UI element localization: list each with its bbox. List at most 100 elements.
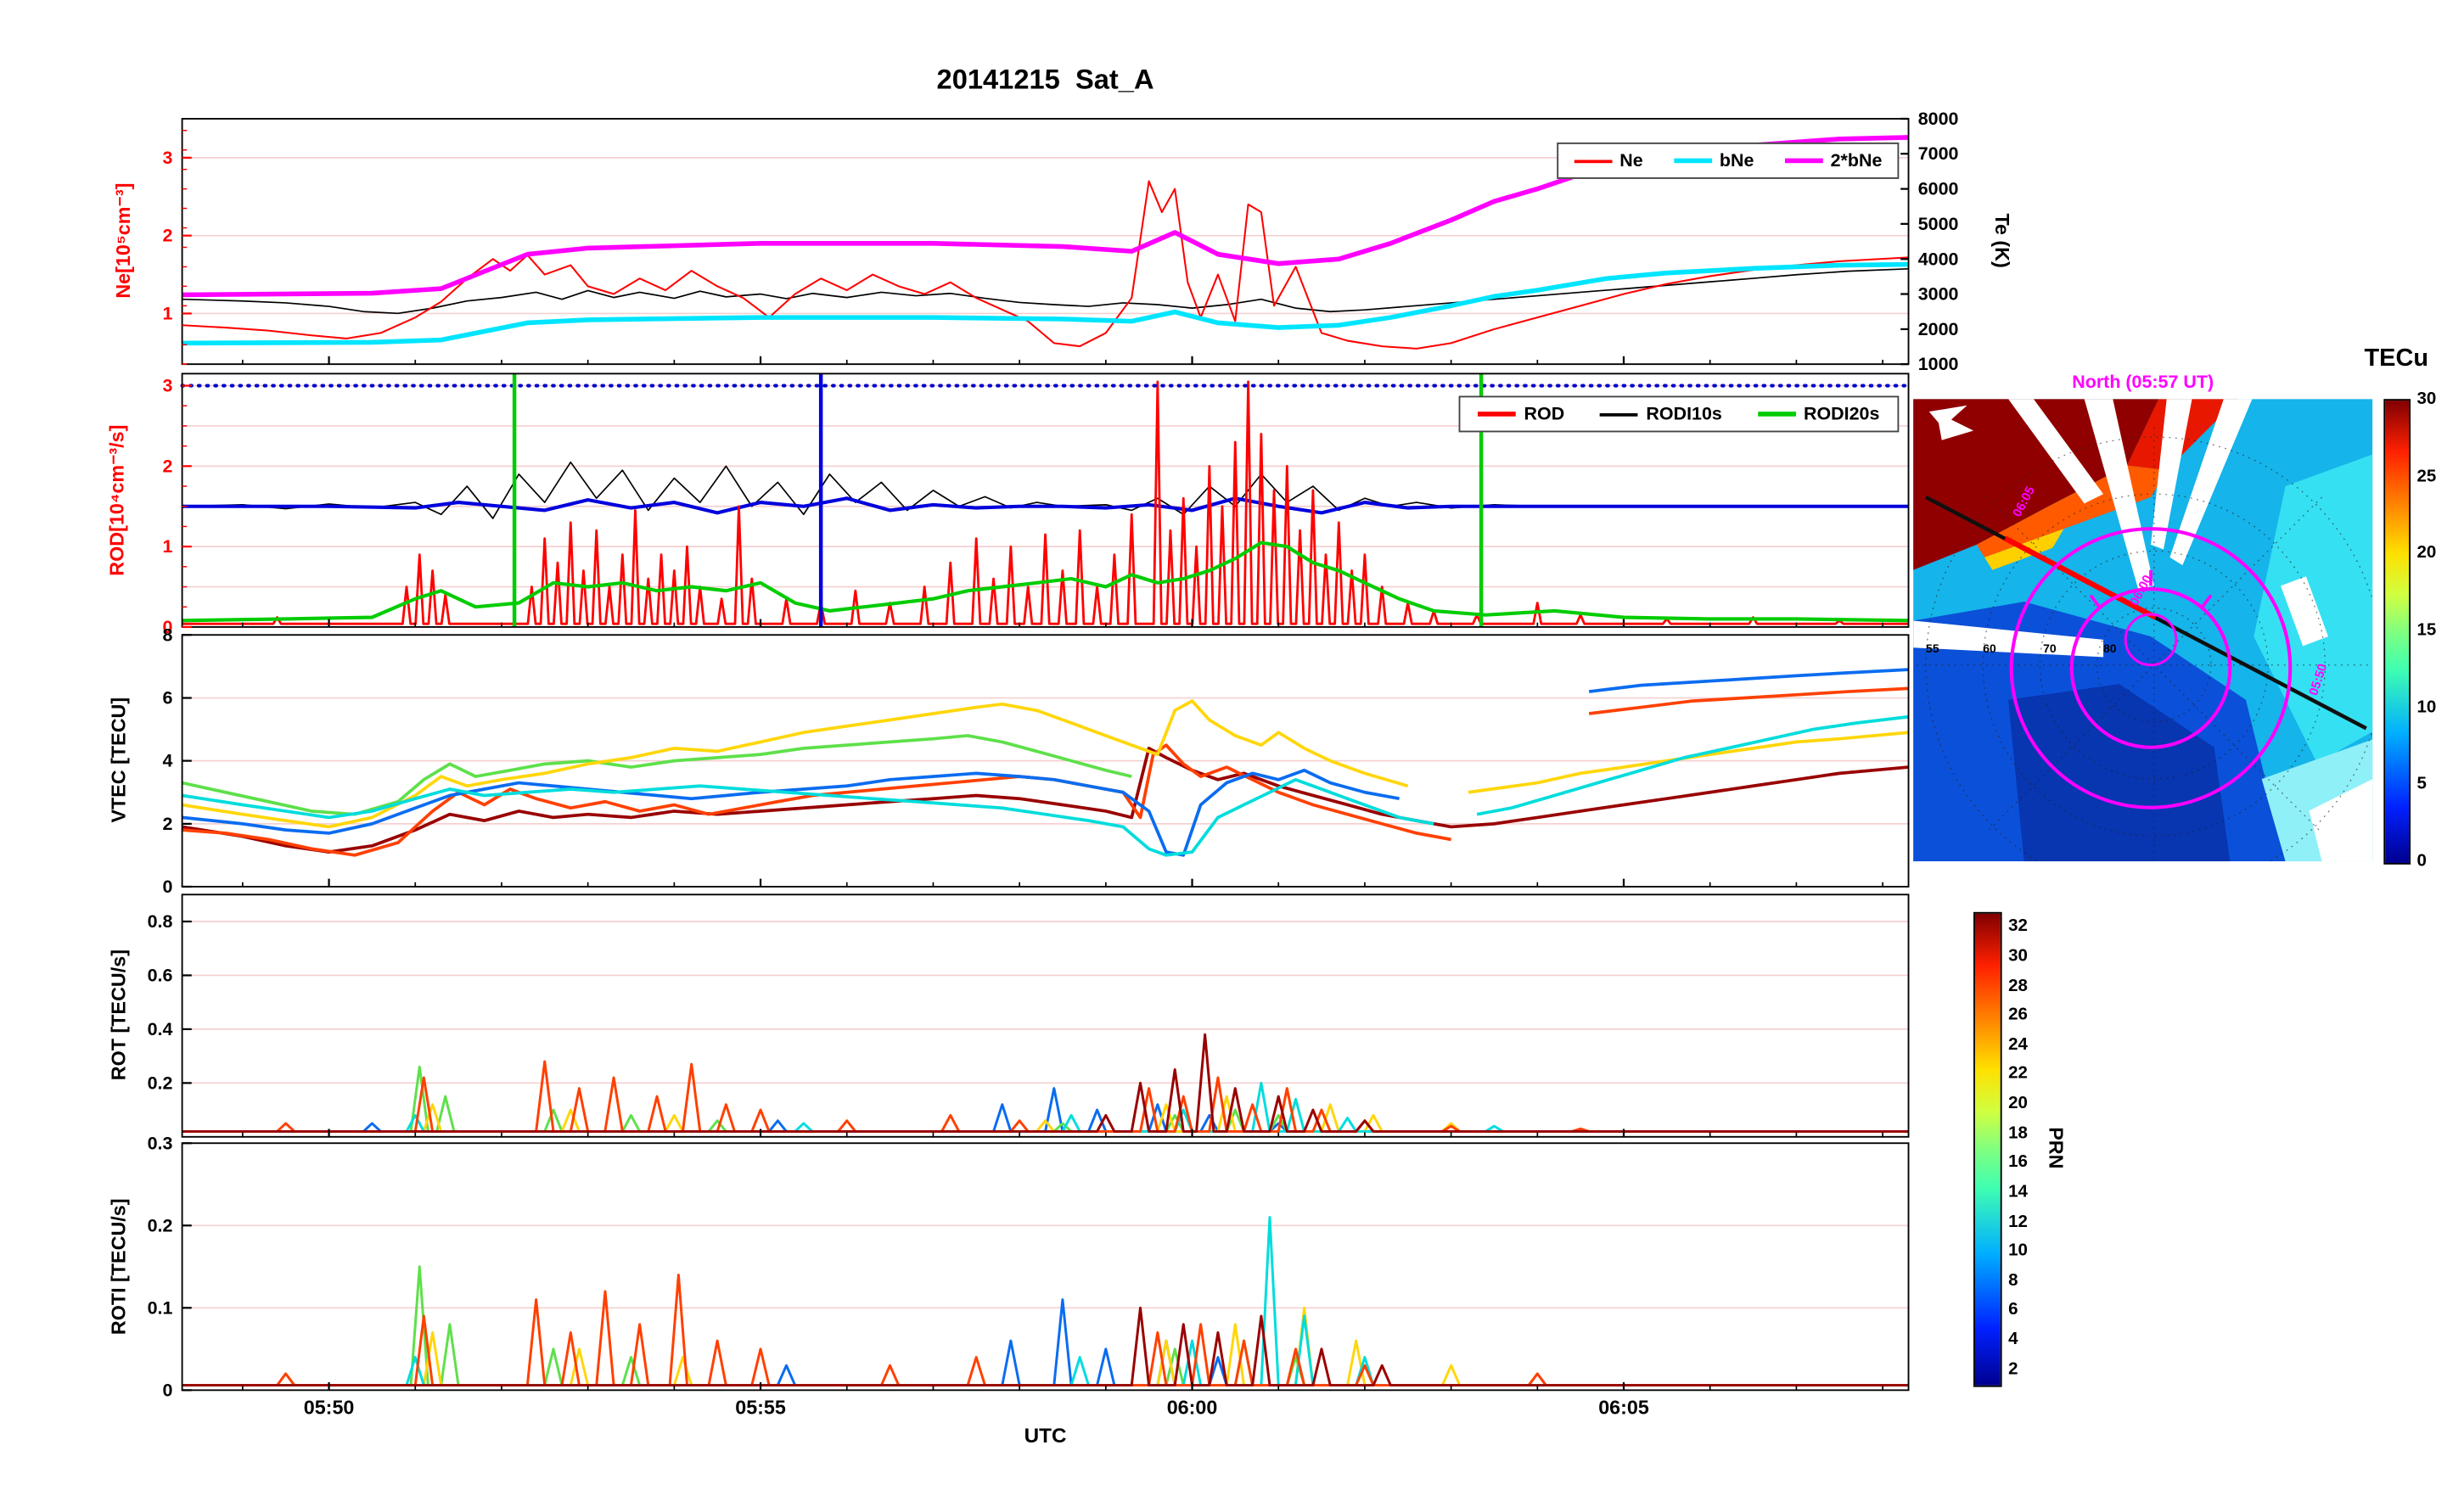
legend-label: Ne xyxy=(1619,151,1643,171)
colorbar-tick-label: 5 xyxy=(2416,775,2427,794)
colorbar-tick-label: 20 xyxy=(2008,1094,2028,1113)
x-tick-label: 06:00 xyxy=(1167,1396,1218,1418)
colorbar-tick-label: 4 xyxy=(2008,1330,2018,1349)
colorbar-tick-label: 32 xyxy=(2008,916,2028,937)
y-right-tick-label: 7000 xyxy=(1918,143,1959,164)
y-tick-label: 1 xyxy=(162,536,172,557)
colorbar-tick-label: 0 xyxy=(2416,851,2427,871)
page-title: 20141215 Sat_A xyxy=(936,63,1154,95)
colorbar-tick-label: 10 xyxy=(2416,697,2437,717)
colorbar-tick-label: 12 xyxy=(2008,1212,2028,1231)
panel-border xyxy=(181,893,1910,1138)
y-tick-label: 2 xyxy=(162,226,172,246)
x-tick-label: 06:05 xyxy=(1598,1396,1649,1418)
y-right-tick-label: 3000 xyxy=(1918,284,1959,305)
y-tick-label: 0.8 xyxy=(148,911,173,932)
panel-border xyxy=(181,372,1910,628)
y-tick-label: 0.1 xyxy=(148,1297,173,1318)
series-vtec-yellow xyxy=(182,699,1909,829)
tecu-colorbar-title: TECu xyxy=(2364,344,2429,372)
legend-line-bne-icon xyxy=(1673,158,1712,164)
prn-colorbar-label: PRN xyxy=(2045,1127,2068,1169)
series-bNe xyxy=(182,261,1909,346)
y-tick-label: 0.2 xyxy=(148,1215,173,1235)
colorbar-tick-label: 2 xyxy=(2008,1359,2018,1379)
panel-vtec: 0 2 4 6 8 xyxy=(162,625,1910,897)
panel-roti: 0 0.1 0.2 0.3 xyxy=(148,1133,1910,1400)
series-roti-darkred xyxy=(182,1306,1909,1387)
magenta-rings xyxy=(2009,527,2293,809)
y-tick-label: 0.2 xyxy=(148,1073,173,1093)
legend-label: ROD xyxy=(1524,404,1565,424)
colorbar-tick-label: 6 xyxy=(2008,1300,2018,1320)
y-tick-label: 6 xyxy=(162,688,172,709)
x-tick-label: 05:50 xyxy=(304,1396,355,1418)
y-tick-label: 0 xyxy=(162,1380,172,1400)
legend-label: 2*bNe xyxy=(1830,151,1883,171)
colorbar-tick-label: 10 xyxy=(2008,1241,2028,1261)
legend-line-ne-icon xyxy=(1574,159,1612,163)
series-vtec-blue xyxy=(182,668,1909,857)
north-arrow-icon xyxy=(1928,405,1974,440)
y-tick-label: 2 xyxy=(162,456,172,476)
legend-label: RODI20s xyxy=(1803,404,1880,424)
legend-line-rodi10s-icon xyxy=(1600,412,1639,416)
colorbar-tick-label: 22 xyxy=(2008,1064,2028,1084)
y-tick-label: 8 xyxy=(162,625,172,645)
map-lat-label: 80 xyxy=(2103,641,2117,655)
prn-colorbar xyxy=(1973,911,2002,1387)
series-rot-green xyxy=(182,1065,1909,1133)
panel-ne: 1 2 3 1000 2000 3000 4000 5000 6000 7000 8000 xyxy=(162,109,1958,374)
tecu-colorbar xyxy=(2383,399,2411,865)
x-tick-label: 05:55 xyxy=(735,1396,786,1418)
y-right-tick-label: 4000 xyxy=(1918,249,1959,269)
y-tick-label: 4 xyxy=(162,751,172,771)
y-tick-label: 1 xyxy=(162,303,172,323)
legend-line-rod-icon xyxy=(1478,412,1517,417)
colorbar-tick-label: 8 xyxy=(2008,1271,2018,1291)
panel-rod: 0 1 2 3 xyxy=(162,372,1911,637)
data-gap-wedges xyxy=(1913,399,2373,862)
series-RODI-mean xyxy=(182,496,1909,515)
ylabel-te: Te (K) xyxy=(1990,213,2013,268)
legend-item: ROD xyxy=(1478,405,1564,423)
map-lat-label: 70 xyxy=(2043,641,2057,655)
y-tick-label: 0 xyxy=(162,617,172,637)
y-right-tick-label: 5000 xyxy=(1918,214,1959,234)
legend-item: Ne xyxy=(1574,151,1643,171)
series-vtec-darkred xyxy=(182,747,1909,854)
legend-line-2bne-icon xyxy=(1784,158,1823,164)
track-highlight xyxy=(2003,535,2158,620)
colorbar-tick-label: 26 xyxy=(2008,1005,2028,1025)
legend-item: RODI20s xyxy=(1757,404,1880,424)
series-roti-red xyxy=(182,1274,1909,1387)
y-right-tick-label: 2000 xyxy=(1918,319,1959,339)
series-rot-red xyxy=(182,1060,1909,1133)
y-right-tick-label: 6000 xyxy=(1918,179,1959,199)
legend-label: RODI10s xyxy=(1646,404,1722,424)
series-RODI20s xyxy=(182,541,1909,623)
y-tick-label: 0.6 xyxy=(148,965,173,985)
colorbar-tick-label: 15 xyxy=(2416,620,2437,640)
y-tick-label: 3 xyxy=(162,148,172,168)
colorbar-tick-label: 14 xyxy=(2008,1182,2028,1202)
legend-ne: Ne bNe 2*bNe xyxy=(1557,142,1900,179)
series-roti-yellow xyxy=(182,1306,1909,1387)
panel-border xyxy=(181,118,1910,366)
y-tick-label: 0.3 xyxy=(148,1133,173,1153)
legend-label: bNe xyxy=(1719,151,1754,171)
colorbar-tick-label: 25 xyxy=(2416,466,2437,486)
map-title: North (05:57 UT) xyxy=(2072,373,2214,393)
series-Te xyxy=(182,268,1909,315)
legend-item: RODI10s xyxy=(1600,405,1722,423)
y-tick-label: 2 xyxy=(162,814,172,834)
colorbar-tick-label: 16 xyxy=(2008,1153,2028,1173)
series-roti-cyan xyxy=(182,1216,1909,1387)
panel-border xyxy=(181,1142,1910,1392)
colorbar-tick-label: 30 xyxy=(2416,389,2437,409)
series-roti-green xyxy=(182,1265,1909,1387)
series-vtec-red xyxy=(182,686,1909,857)
legend-item: 2*bNe xyxy=(1784,151,1883,171)
ylabel-roti: ROTI [TECU/s] xyxy=(107,1198,131,1336)
